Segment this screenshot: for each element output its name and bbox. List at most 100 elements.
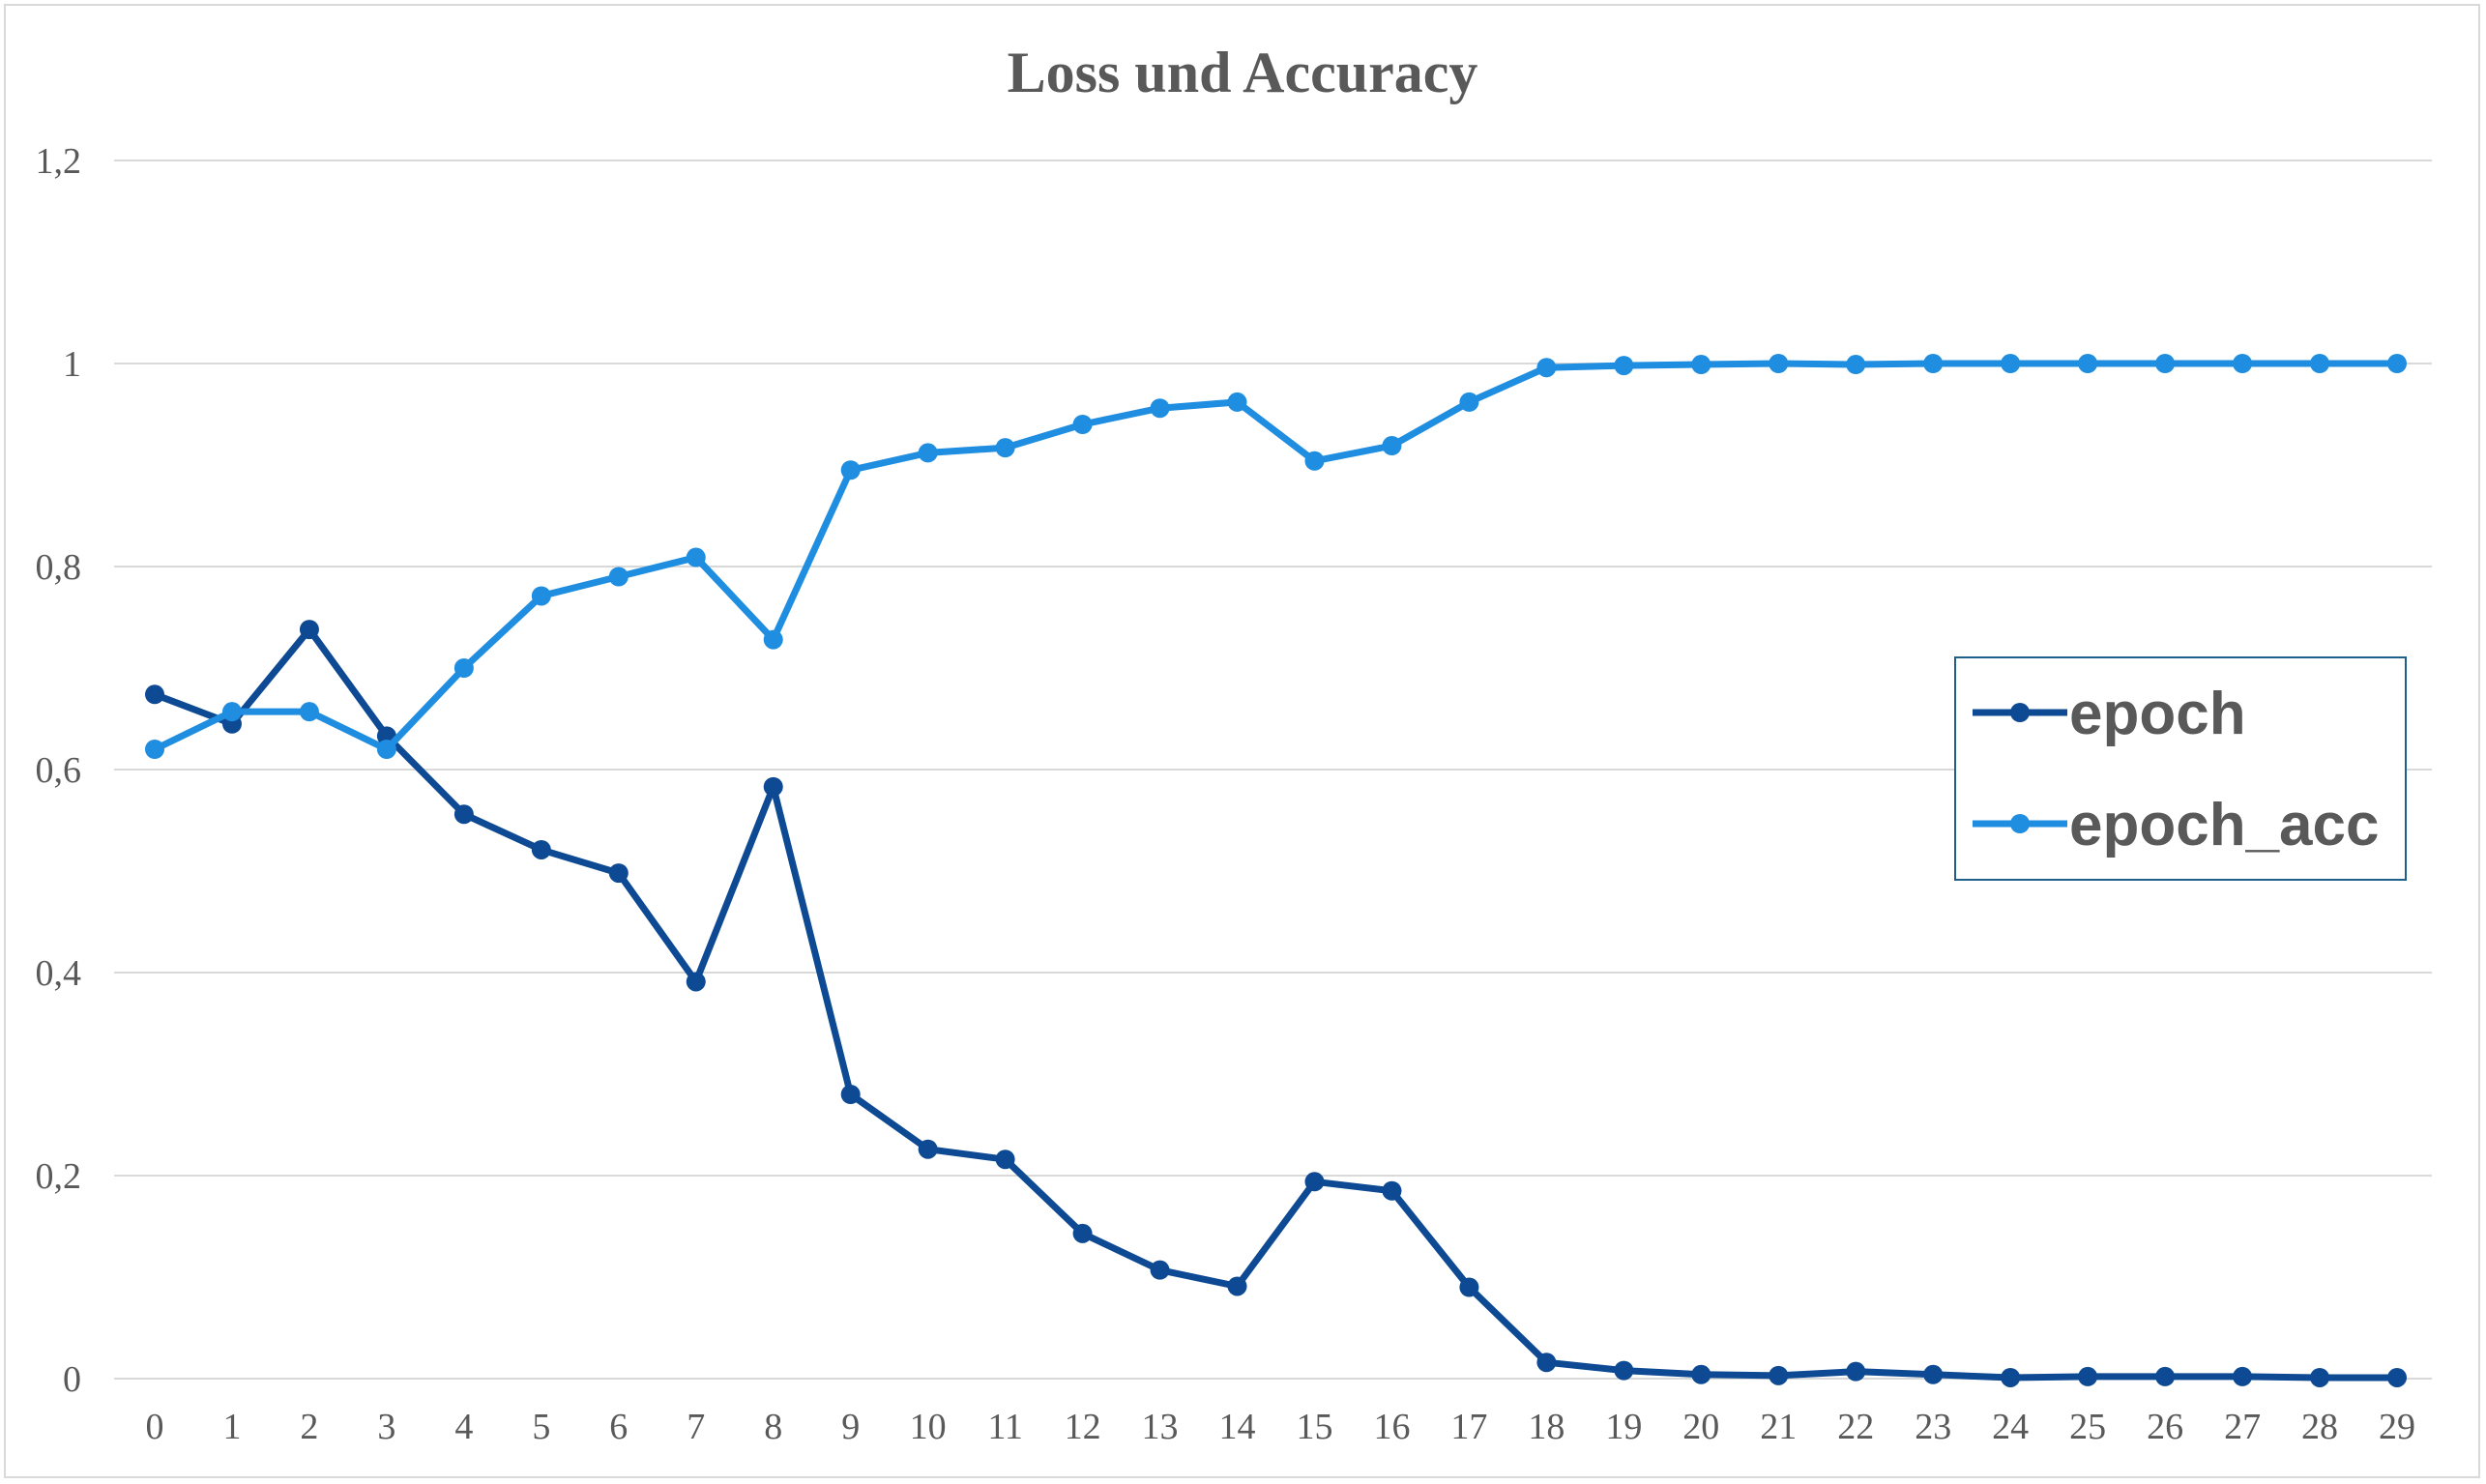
data-point [995,438,1015,458]
y-tick-label: 0 [63,1359,81,1400]
series-line [151,360,2401,753]
y-axis-ticks: 0 0,2 0,4 0,6 0,8 1 1,2 [36,141,82,1400]
data-point [1846,1361,1866,1382]
data-point [1846,355,1866,375]
data-point [686,547,706,567]
x-tick-label: 21 [1760,1407,1797,1447]
data-point [145,684,164,705]
data-point [1072,1223,1093,1243]
x-tick-label: 22 [1837,1407,1874,1447]
data-point [1923,354,1944,373]
data-point [1382,436,1402,456]
data-point [1072,415,1093,434]
data-point [995,1149,1015,1170]
series-line [151,626,2401,1382]
data-point [2233,1366,2253,1386]
data-point [376,740,396,759]
data-point [2001,354,2021,373]
data-point [840,460,861,480]
x-tick-label: 12 [1065,1407,1101,1447]
data-point [1227,1276,1247,1296]
data-point [221,702,242,722]
y-tick-label: 1,2 [36,141,82,182]
x-axis-ticks: 0 1 2 3 4 5 6 7 8 9 10 11 12 13 14 15 16 17 18 19 20 21 22 23 24… [146,1407,2416,1447]
x-tick-label: 19 [1605,1407,1642,1447]
x-tick-label: 1 [222,1407,241,1447]
x-tick-label: 16 [1373,1407,1410,1447]
x-tick-label: 29 [2379,1407,2415,1447]
x-tick-label: 3 [377,1407,395,1447]
x-tick-label: 6 [609,1407,628,1447]
x-tick-label: 8 [764,1407,782,1447]
data-point [2387,1367,2407,1387]
series-lines [145,354,2407,1387]
x-tick-label: 25 [2069,1407,2106,1447]
data-point [2155,1366,2176,1386]
data-point [453,804,474,825]
data-point [2078,354,2098,373]
x-tick-label: 4 [454,1407,473,1447]
data-point [453,658,474,678]
data-point [1150,398,1170,419]
x-tick-label: 9 [841,1407,860,1447]
data-point [2310,354,2330,373]
x-tick-label: 17 [1450,1407,1487,1447]
data-point [145,740,164,759]
y-tick-label: 0,2 [36,1156,82,1197]
x-tick-label: 7 [687,1407,705,1447]
x-tick-label: 28 [2301,1407,2338,1447]
data-point [2078,1366,2098,1386]
series-epoch_acc [145,354,2407,759]
x-tick-label: 0 [146,1407,164,1447]
y-tick-label: 0,4 [36,953,82,994]
legend-swatch-marker [2010,814,2030,833]
data-point [918,443,938,463]
x-tick-label: 11 [987,1407,1023,1447]
data-point [299,620,319,640]
data-point [1382,1180,1402,1201]
data-point [1536,358,1557,378]
x-tick-label: 18 [1528,1407,1565,1447]
data-point [1459,392,1479,412]
data-point [1769,354,1789,373]
y-tick-label: 0,8 [36,547,82,588]
x-tick-label: 23 [1915,1407,1951,1447]
data-point [1923,1364,1944,1384]
data-point [1614,1360,1634,1381]
x-tick-label: 2 [300,1407,318,1447]
x-tick-label: 20 [1682,1407,1719,1447]
data-point [763,776,783,797]
series-epoch [145,620,2407,1387]
data-point [2310,1367,2330,1387]
data-point [531,586,551,606]
data-point [1150,1260,1170,1280]
data-point [1691,355,1711,375]
data-point [608,567,629,587]
x-tick-label: 15 [1296,1407,1332,1447]
data-point [2387,354,2407,373]
legend-box [1954,656,2407,881]
x-tick-label: 26 [2147,1407,2183,1447]
x-tick-label: 27 [2224,1407,2261,1447]
x-tick-label: 24 [1992,1407,2029,1447]
x-tick-label: 14 [1219,1407,1256,1447]
data-point [2001,1367,2021,1387]
x-tick-label: 13 [1142,1407,1179,1447]
legend: epoch epoch_acc [1954,656,2407,881]
legend-label: epoch [2069,681,2246,747]
x-tick-label: 5 [532,1407,550,1447]
data-point [299,702,319,722]
chart-title: Loss und Accuracy [1008,41,1478,104]
data-point [1459,1277,1479,1297]
data-point [1227,392,1247,412]
data-point [608,863,629,884]
legend-label: epoch_acc [2069,792,2380,858]
data-point [840,1085,861,1104]
data-point [1304,1172,1325,1192]
data-point [1691,1364,1711,1384]
legend-swatch-marker [2010,703,2030,722]
data-point [531,839,551,859]
data-point [686,972,706,992]
y-tick-label: 0,6 [36,750,82,791]
